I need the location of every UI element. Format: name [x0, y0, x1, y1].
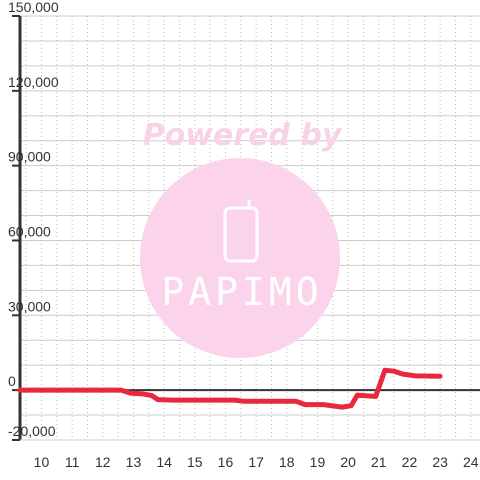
series-line — [17, 367, 443, 410]
x-tick-label: 15 — [187, 454, 203, 470]
x-tick-label: 18 — [279, 454, 295, 470]
y-tick-label: 0 — [8, 373, 16, 389]
x-tick-label: 10 — [34, 454, 50, 470]
x-tick-label: 24 — [463, 454, 479, 470]
x-tick-label: 14 — [156, 454, 172, 470]
watermark-text: Powered by — [143, 118, 343, 153]
x-tick-label: 17 — [248, 454, 264, 470]
x-tick-label: 19 — [310, 454, 326, 470]
x-tick-label: 13 — [126, 454, 142, 470]
y-tick-label: 60,000 — [8, 223, 51, 239]
watermark-brand: PAPIMO — [161, 270, 322, 314]
tick-labels: -20,000 0 30,000 60,000 90,000 120,000 150,000… — [8, 0, 479, 470]
x-tick-label: 22 — [402, 454, 418, 470]
x-tick-label: 21 — [371, 454, 387, 470]
x-tick-label: 16 — [218, 454, 234, 470]
y-tick-label: 120,000 — [8, 74, 59, 90]
y-tick-label: -20,000 — [8, 423, 56, 439]
series — [17, 367, 443, 410]
phone-icon — [223, 200, 259, 263]
watermark: Powered by PAPIMO — [140, 118, 343, 358]
x-tick-label: 11 — [65, 454, 80, 470]
y-tick-label: 150,000 — [8, 0, 59, 15]
y-tick-label: 30,000 — [8, 298, 51, 314]
x-tick-label: 12 — [95, 454, 111, 470]
x-tick-label: 23 — [432, 454, 448, 470]
y-tick-label: 90,000 — [8, 149, 51, 165]
x-tick-label: 20 — [340, 454, 356, 470]
watermark-circle — [140, 158, 340, 358]
